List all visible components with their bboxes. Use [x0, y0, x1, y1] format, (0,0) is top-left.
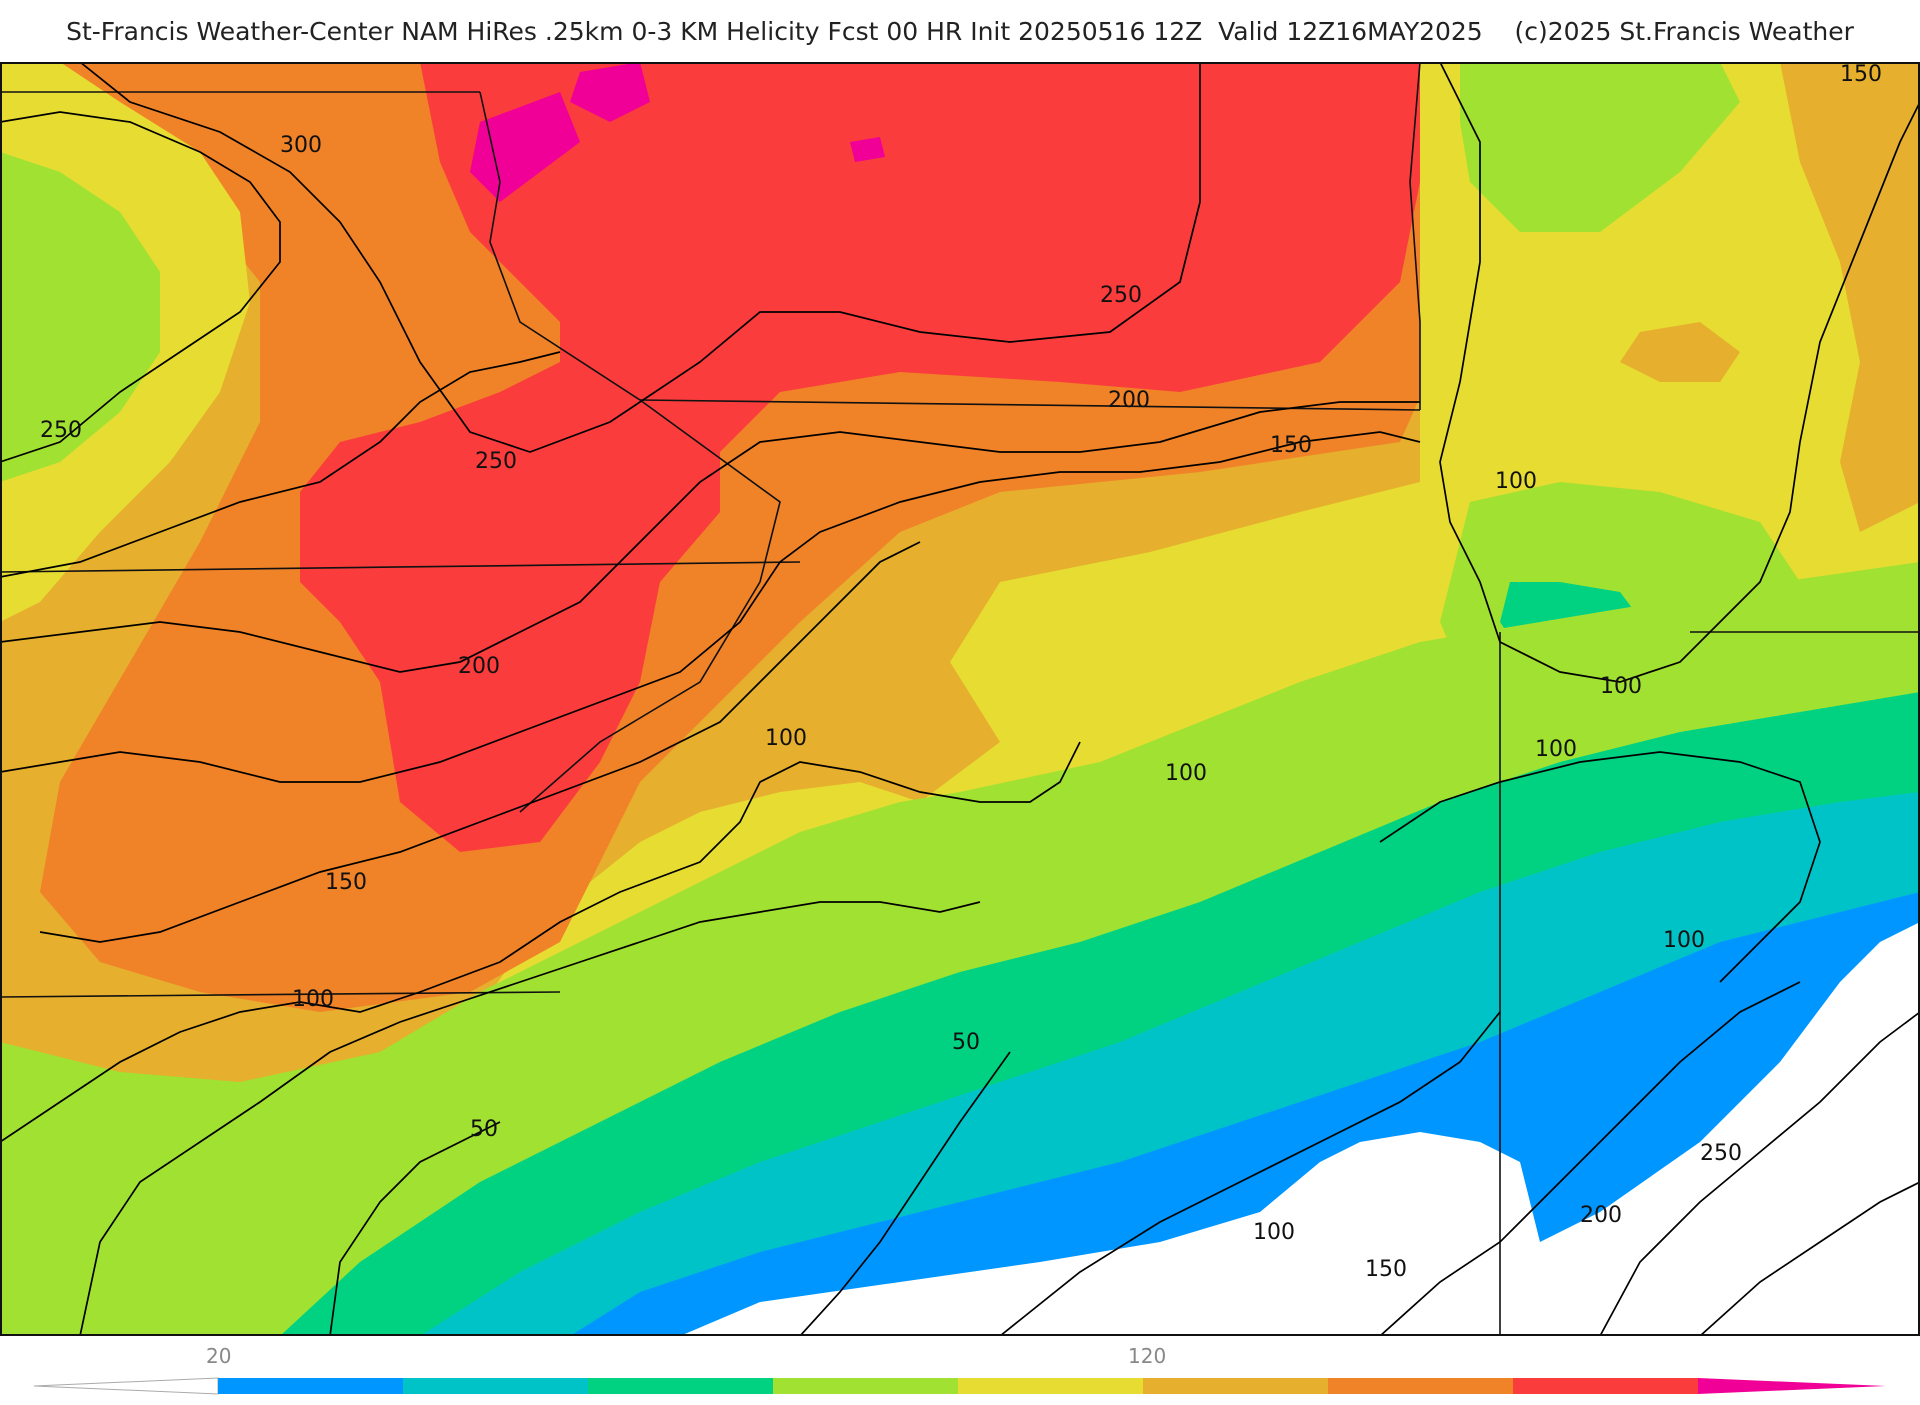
contour-label: 200 [1108, 388, 1150, 413]
contour-label: 200 [458, 654, 500, 679]
contour-label: 250 [475, 449, 517, 474]
contour-label: 100 [1663, 928, 1705, 953]
field-lime-east-north [1460, 62, 1740, 232]
colorbar-segment [1513, 1378, 1698, 1394]
contour-label: 100 [1600, 674, 1642, 699]
contour-label: 250 [1100, 283, 1142, 308]
field-lime-west-2 [0, 152, 160, 482]
colorbar-segment [218, 1378, 403, 1394]
colorbar-segment [1143, 1378, 1328, 1394]
field-gold-east-blob [1620, 322, 1740, 382]
helicity-contours [0, 62, 1920, 1336]
field-white-southeast [680, 922, 1920, 1336]
colorbar-tick-label: 120 [1128, 1344, 1167, 1368]
colorbar-segment-white [33, 1377, 219, 1395]
contour-label: 150 [1840, 62, 1882, 87]
contour-label: 200 [1580, 1203, 1622, 1228]
contour-label: 50 [470, 1117, 498, 1142]
map-title-bar: St-Francis Weather-Center NAM HiRes .25k… [0, 0, 1920, 62]
colorbar-segment [403, 1378, 588, 1394]
contour-label: 100 [1495, 469, 1537, 494]
colorbar-segment [958, 1378, 1143, 1394]
field-magenta-3 [850, 137, 885, 162]
colorbar-segment [773, 1378, 958, 1394]
colorbar-segment [1328, 1378, 1513, 1394]
color-scale-bar [0, 1336, 1920, 1400]
contour-label: 300 [280, 133, 322, 158]
colorbar-tick-label: 20 [206, 1344, 232, 1368]
contour-label: 100 [765, 726, 807, 751]
contour-label: 50 [952, 1030, 980, 1055]
field-red [300, 62, 1420, 852]
map-title: St-Francis Weather-Center NAM HiRes .25k… [66, 16, 1483, 46]
contour-label: 100 [1535, 737, 1577, 762]
contour-label: 150 [1365, 1257, 1407, 1282]
colorbar-segment [588, 1378, 773, 1394]
contour-label: 150 [325, 870, 367, 895]
contour-label: 150 [1270, 433, 1312, 458]
field-magenta-1 [470, 92, 580, 202]
field-magenta-2 [570, 62, 650, 122]
contour-label: 100 [1253, 1220, 1295, 1245]
map-border [0, 62, 1920, 1336]
contour-label: 250 [40, 418, 82, 443]
contour-label: 100 [1165, 761, 1207, 786]
contour-label: 250 [1700, 1141, 1742, 1166]
contour-label: 100 [292, 987, 334, 1012]
colorbar-segment-magenta [1698, 1378, 1886, 1394]
copyright-text: (c)2025 St.Francis Weather [1514, 16, 1854, 46]
helicity-map[interactable]: 300 250 250 250 200 200 150 150 150 100 … [0, 62, 1920, 1336]
